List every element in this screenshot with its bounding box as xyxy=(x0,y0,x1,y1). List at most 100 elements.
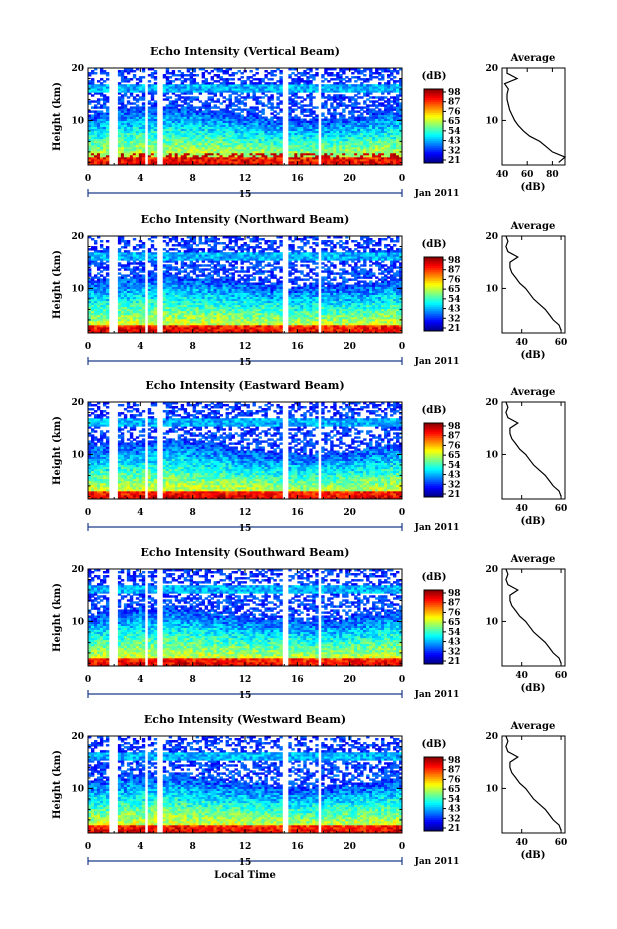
heatmap-cell xyxy=(225,114,229,117)
heatmap-cell xyxy=(228,90,232,93)
heatmap-cell xyxy=(351,158,355,162)
heatmap-cell xyxy=(348,98,352,101)
heatmap-cell xyxy=(135,86,140,89)
heatmap-cell xyxy=(333,130,337,134)
heatmap-cell xyxy=(246,142,250,146)
heatmap-cell xyxy=(246,128,250,132)
heatmap-cell xyxy=(147,330,152,334)
heatmap-cell xyxy=(237,98,241,101)
heatmap-cell xyxy=(219,116,223,119)
heatmap-cell xyxy=(357,126,361,130)
heatmap-cell xyxy=(240,134,244,138)
colorbar-segment xyxy=(424,122,443,125)
heatmap-cell xyxy=(303,138,307,142)
heatmap-cell xyxy=(141,278,146,281)
heatmap-cell xyxy=(330,140,334,144)
heatmap-cell xyxy=(360,134,364,138)
heatmap-cell xyxy=(93,132,98,136)
heatmap-cell xyxy=(207,82,212,85)
heatmap-cell xyxy=(378,74,382,77)
heatmap-cell xyxy=(171,282,176,285)
heatmap-cell xyxy=(324,148,328,152)
heatmap-cell xyxy=(189,86,194,89)
heatmap-cell xyxy=(327,148,331,152)
heatmap-cell xyxy=(339,74,343,77)
heatmap-cell xyxy=(90,124,95,127)
heatmap-cell xyxy=(231,126,235,130)
heatmap-cell xyxy=(105,330,110,334)
heatmap-cell xyxy=(117,106,122,109)
heatmap-cell xyxy=(270,126,274,130)
heatmap-cell xyxy=(327,110,331,113)
heatmap-cell xyxy=(150,310,155,314)
heatmap xyxy=(88,68,403,166)
heatmap-cell xyxy=(303,72,307,75)
heatmap-cell xyxy=(219,82,223,85)
heatmap-cell xyxy=(258,102,262,105)
heatmap-cell xyxy=(96,298,101,302)
heatmap-cell xyxy=(213,106,217,109)
heatmap-cell xyxy=(222,130,226,134)
heatmap-cell xyxy=(207,142,212,146)
heatmap-cell xyxy=(141,274,146,277)
heatmap-cell xyxy=(150,290,155,293)
heatmap-cell xyxy=(105,318,110,322)
heatmap-cell xyxy=(306,136,310,140)
heatmap-cell xyxy=(93,300,98,304)
heatmap-cell xyxy=(387,156,391,160)
heatmap-cell xyxy=(180,160,185,164)
heatmap-cell xyxy=(291,98,295,101)
heatmap-cell xyxy=(255,134,259,138)
heatmap-cell xyxy=(195,110,200,113)
heatmap-cell xyxy=(120,312,125,316)
heatmap-cell xyxy=(336,124,340,127)
heatmap-cell xyxy=(294,122,298,125)
heatmap-cell xyxy=(246,130,250,134)
heatmap-cell xyxy=(132,278,137,281)
heatmap-cell xyxy=(372,142,376,146)
heatmap-cell xyxy=(330,154,334,158)
heatmap-cell xyxy=(210,130,214,134)
heatmap-cell xyxy=(399,112,403,115)
heatmap-cell xyxy=(213,160,217,164)
heatmap-cell xyxy=(252,138,256,142)
heatmap-cell xyxy=(195,130,200,134)
heatmap-cell xyxy=(165,120,170,123)
heatmap-cell xyxy=(258,96,262,99)
heatmap-cell xyxy=(357,106,361,109)
heatmap-cell xyxy=(279,134,283,138)
heatmap-cell xyxy=(171,144,176,148)
heatmap-cell xyxy=(366,148,370,152)
heatmap-cell xyxy=(189,136,194,140)
heatmap-cell xyxy=(270,116,274,119)
heatmap-cell xyxy=(321,148,325,152)
heatmap-cell xyxy=(174,138,179,142)
heatmap-cell xyxy=(246,120,250,123)
heatmap-cell xyxy=(345,134,349,138)
heatmap-cell xyxy=(174,140,179,144)
heatmap-cell xyxy=(153,324,158,328)
heatmap-cell xyxy=(237,90,241,93)
heatmap-cell xyxy=(129,108,134,111)
heatmap-cell xyxy=(93,290,98,293)
heatmap-cell xyxy=(345,80,349,83)
heatmap-cell xyxy=(192,116,197,119)
heatmap-cell xyxy=(141,94,146,97)
heatmap-cell xyxy=(162,116,167,119)
colorbar-segment xyxy=(424,129,443,133)
heatmap-cell xyxy=(315,142,319,146)
heatmap-cell xyxy=(294,146,298,150)
heatmap-cell xyxy=(381,126,385,130)
heatmap-cell xyxy=(345,84,349,87)
heatmap-cell xyxy=(342,94,346,97)
heatmap-cell xyxy=(333,162,337,166)
heatmap-cell xyxy=(120,310,125,314)
heatmap-cell xyxy=(354,146,358,150)
heatmap-cell xyxy=(348,130,352,134)
heatmap-cell xyxy=(129,110,134,113)
heatmap-cell xyxy=(213,158,217,162)
heatmap-cell xyxy=(288,146,292,150)
heatmap-cell xyxy=(192,96,197,99)
heatmap-cell xyxy=(225,78,229,81)
heatmap-cell xyxy=(174,302,179,306)
